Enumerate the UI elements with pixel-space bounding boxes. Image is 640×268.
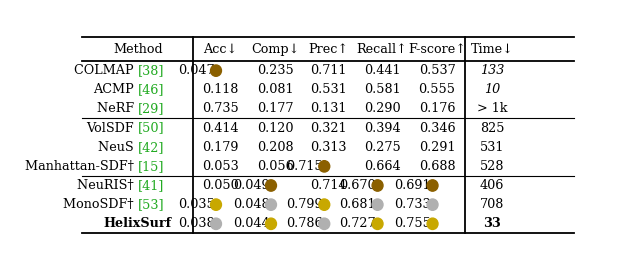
Ellipse shape [211, 65, 221, 76]
Text: 0.714: 0.714 [310, 179, 347, 192]
Text: 0.047: 0.047 [178, 64, 214, 77]
Text: 825: 825 [480, 122, 504, 135]
Ellipse shape [266, 218, 276, 229]
Text: VolSDF: VolSDF [86, 122, 138, 135]
Text: 0.727: 0.727 [339, 217, 376, 230]
Text: 0.048: 0.048 [233, 198, 269, 211]
Text: 0.275: 0.275 [364, 141, 401, 154]
Text: [38]: [38] [138, 64, 164, 77]
Text: 0.131: 0.131 [310, 102, 347, 116]
Text: 0.120: 0.120 [257, 122, 294, 135]
Text: 0.290: 0.290 [364, 102, 401, 116]
Text: 0.035: 0.035 [178, 198, 214, 211]
Text: 0.038: 0.038 [178, 217, 214, 230]
Text: 0.755: 0.755 [394, 217, 431, 230]
Text: 0.555: 0.555 [419, 83, 456, 96]
Ellipse shape [211, 218, 221, 229]
Text: 0.799: 0.799 [286, 198, 323, 211]
Text: 0.321: 0.321 [310, 122, 347, 135]
Text: Prec↑: Prec↑ [308, 43, 349, 56]
Text: 0.044: 0.044 [233, 217, 269, 230]
Ellipse shape [211, 199, 221, 210]
Text: 0.049: 0.049 [233, 179, 269, 192]
Text: Comp↓: Comp↓ [252, 43, 300, 56]
Text: 0.346: 0.346 [419, 122, 455, 135]
Text: 0.118: 0.118 [202, 83, 239, 96]
Text: COLMAP: COLMAP [74, 64, 138, 77]
Text: 33: 33 [483, 217, 501, 230]
Text: Manhattan-SDF†: Manhattan-SDF† [25, 160, 138, 173]
Text: [29]: [29] [138, 102, 164, 116]
Text: 0.177: 0.177 [257, 102, 294, 116]
Text: 0.050: 0.050 [202, 179, 239, 192]
Ellipse shape [266, 199, 276, 210]
Text: [41]: [41] [138, 179, 164, 192]
Text: [50]: [50] [138, 122, 164, 135]
Text: 0.688: 0.688 [419, 160, 455, 173]
Text: 0.711: 0.711 [310, 64, 347, 77]
Text: [46]: [46] [138, 83, 164, 96]
Text: 0.208: 0.208 [257, 141, 294, 154]
Ellipse shape [427, 218, 438, 229]
Text: 0.715: 0.715 [286, 160, 323, 173]
Text: 0.235: 0.235 [257, 64, 294, 77]
Ellipse shape [372, 218, 383, 229]
Text: 0.313: 0.313 [310, 141, 347, 154]
Text: 0.441: 0.441 [364, 64, 400, 77]
Ellipse shape [319, 218, 330, 229]
Text: HelixSurf: HelixSurf [104, 217, 172, 230]
Text: 528: 528 [480, 160, 504, 173]
Ellipse shape [319, 161, 330, 172]
Text: 133: 133 [480, 64, 504, 77]
Ellipse shape [427, 180, 438, 191]
Text: ACMP: ACMP [93, 83, 138, 96]
Text: [15]: [15] [138, 160, 164, 173]
Ellipse shape [427, 199, 438, 210]
Text: 0.733: 0.733 [394, 198, 431, 211]
Text: 0.786: 0.786 [286, 217, 323, 230]
Text: NeuRIS†: NeuRIS† [77, 179, 138, 192]
Text: 0.053: 0.053 [202, 160, 239, 173]
Text: Acc↓: Acc↓ [204, 43, 237, 56]
Text: F-score↑: F-score↑ [408, 43, 466, 56]
Text: 708: 708 [480, 198, 504, 211]
Text: 0.394: 0.394 [364, 122, 401, 135]
Text: 0.179: 0.179 [202, 141, 239, 154]
Text: 406: 406 [480, 179, 504, 192]
Text: 0.291: 0.291 [419, 141, 455, 154]
Text: 0.414: 0.414 [202, 122, 239, 135]
Text: 0.581: 0.581 [364, 83, 401, 96]
Ellipse shape [266, 180, 276, 191]
Text: 0.176: 0.176 [419, 102, 455, 116]
Text: [42]: [42] [138, 141, 164, 154]
Text: [53]: [53] [138, 198, 164, 211]
Text: 0.531: 0.531 [310, 83, 347, 96]
Text: > 1k: > 1k [477, 102, 508, 116]
Text: MonoSDF†: MonoSDF† [63, 198, 138, 211]
Text: 0.681: 0.681 [340, 198, 376, 211]
Text: NeRF: NeRF [97, 102, 138, 116]
Text: 0.081: 0.081 [257, 83, 294, 96]
Ellipse shape [372, 180, 383, 191]
Ellipse shape [372, 199, 383, 210]
Text: Recall↑: Recall↑ [356, 43, 408, 56]
Text: Time↓: Time↓ [470, 43, 513, 56]
Text: 0.056: 0.056 [257, 160, 294, 173]
Text: NeuS: NeuS [98, 141, 138, 154]
Text: 0.735: 0.735 [202, 102, 239, 116]
Text: 0.670: 0.670 [339, 179, 376, 192]
Text: Method: Method [113, 43, 163, 56]
Text: 0.691: 0.691 [394, 179, 431, 192]
Text: 0.537: 0.537 [419, 64, 456, 77]
Text: 10: 10 [484, 83, 500, 96]
Ellipse shape [319, 199, 330, 210]
Text: 531: 531 [480, 141, 504, 154]
Text: 0.664: 0.664 [364, 160, 401, 173]
